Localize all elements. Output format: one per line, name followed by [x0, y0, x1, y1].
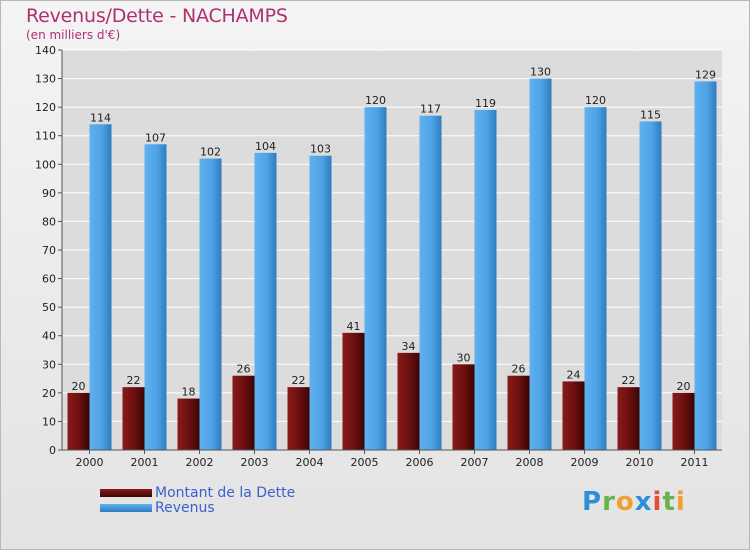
bar-debt — [672, 392, 695, 450]
bar-revenue — [89, 124, 112, 451]
y-tick-label: 90 — [42, 187, 56, 200]
bar-revenue — [144, 144, 167, 451]
chart-subtitle: (en milliers d'€) — [26, 28, 121, 42]
value-label-debt: 26 — [512, 363, 526, 376]
value-label-debt: 22 — [292, 374, 306, 387]
value-label-revenue: 103 — [310, 143, 331, 156]
bar-debt — [287, 387, 310, 450]
bar-revenue — [309, 155, 332, 450]
value-label-revenue: 120 — [365, 94, 386, 107]
bar-debt — [507, 375, 530, 450]
y-tick-label: 60 — [42, 273, 56, 286]
bar-debt — [617, 387, 640, 450]
bar-debt — [397, 352, 420, 450]
y-tick-label: 40 — [42, 330, 56, 343]
y-tick-label: 120 — [35, 101, 56, 114]
y-tick-label: 70 — [42, 244, 56, 257]
x-tick-label: 2000 — [76, 456, 104, 469]
y-tick-label: 130 — [35, 73, 56, 86]
y-tick-label: 0 — [49, 444, 56, 457]
bar-revenue — [199, 158, 222, 451]
x-tick-label: 2007 — [461, 456, 489, 469]
bar-debt — [562, 381, 585, 450]
y-tick-label: 110 — [35, 130, 56, 143]
proxiti-logo: Proxiti — [582, 487, 686, 517]
bar-debt — [232, 375, 255, 450]
bar-debt — [177, 398, 200, 450]
value-label-debt: 26 — [237, 363, 251, 376]
y-tick-label: 10 — [42, 415, 56, 428]
legend-label-revenue: Revenus — [155, 500, 215, 516]
bar-debt — [67, 392, 90, 450]
value-label-revenue: 104 — [255, 140, 276, 153]
value-label-debt: 20 — [677, 380, 691, 393]
value-label-revenue: 117 — [420, 103, 441, 116]
value-label-revenue: 102 — [200, 146, 221, 159]
bar-revenue — [584, 107, 607, 451]
value-label-debt: 18 — [182, 386, 196, 399]
value-label-revenue: 115 — [640, 108, 661, 121]
y-tick-label: 100 — [35, 158, 56, 171]
x-tick-label: 2003 — [241, 456, 269, 469]
legend-swatch-revenue — [100, 504, 152, 512]
x-tick-label: 2009 — [571, 456, 599, 469]
value-label-debt: 30 — [457, 351, 471, 364]
y-tick-label: 30 — [42, 358, 56, 371]
value-label-debt: 20 — [72, 380, 86, 393]
bar-revenue — [529, 78, 552, 451]
bar-debt — [122, 387, 145, 450]
bar-debt — [342, 332, 365, 450]
bar-revenue — [639, 121, 662, 450]
y-tick-label: 80 — [42, 215, 56, 228]
y-tick-label: 140 — [35, 44, 56, 57]
y-tick-label: 20 — [42, 387, 56, 400]
bar-revenue — [474, 110, 497, 450]
value-label-revenue: 129 — [695, 68, 716, 81]
x-tick-label: 2010 — [626, 456, 654, 469]
bar-revenue — [694, 81, 717, 450]
x-tick-label: 2006 — [406, 456, 434, 469]
value-label-revenue: 120 — [585, 94, 606, 107]
value-label-debt: 22 — [127, 374, 141, 387]
value-label-revenue: 114 — [90, 111, 111, 124]
bar-revenue — [419, 115, 442, 450]
chart-title: Revenus/Dette - NACHAMPS — [26, 5, 288, 27]
y-tick-label: 50 — [42, 301, 56, 314]
bar-revenue — [364, 107, 387, 451]
bar-revenue — [254, 152, 277, 450]
legend-swatch-debt — [100, 489, 152, 497]
x-tick-label: 2011 — [681, 456, 709, 469]
x-tick-label: 2001 — [131, 456, 159, 469]
value-label-revenue: 107 — [145, 131, 166, 144]
bar-debt — [452, 364, 475, 450]
value-label-debt: 22 — [622, 374, 636, 387]
value-label-debt: 24 — [567, 368, 581, 381]
value-label-revenue: 119 — [475, 97, 496, 110]
x-tick-label: 2005 — [351, 456, 379, 469]
legend-label-debt: Montant de la Dette — [155, 485, 296, 501]
value-label-debt: 34 — [402, 340, 416, 353]
value-label-debt: 41 — [347, 320, 361, 333]
x-tick-label: 2002 — [186, 456, 214, 469]
x-tick-label: 2008 — [516, 456, 544, 469]
value-label-revenue: 130 — [530, 66, 551, 79]
x-tick-label: 2004 — [296, 456, 324, 469]
